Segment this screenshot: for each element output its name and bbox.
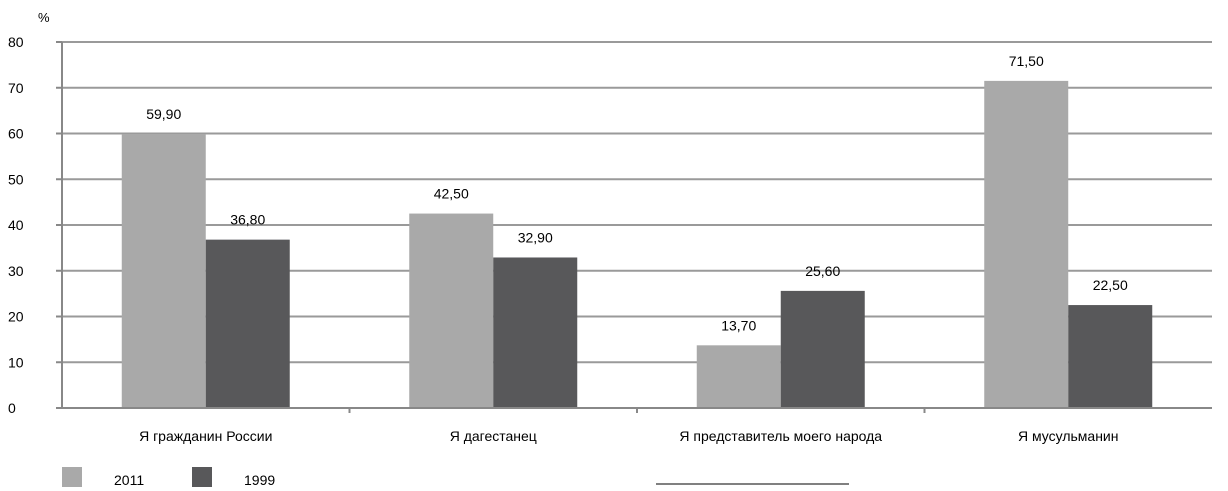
data-label-2011-4: 71,50 — [1009, 53, 1044, 69]
y-axis-unit-label: % — [38, 10, 50, 25]
y-tick-label-80: 80 — [8, 34, 24, 50]
data-label-1999-4: 22,50 — [1093, 277, 1128, 293]
data-label-2011-1: 59,90 — [146, 106, 181, 122]
y-tick-label-60: 60 — [8, 126, 24, 142]
y-tick-label-0: 0 — [8, 400, 16, 416]
bar-2011-1 — [121, 133, 206, 408]
y-tick-label-20: 20 — [8, 309, 24, 325]
y-tick-label-10: 10 — [8, 354, 24, 370]
y-tick-label-40: 40 — [8, 217, 24, 233]
legend-swatch-2011 — [62, 467, 82, 487]
y-tick-label-50: 50 — [8, 171, 24, 187]
bar-1999-4 — [1068, 305, 1153, 408]
category-label-4: Я мусульманин — [1018, 428, 1118, 444]
y-tick-label-30: 30 — [8, 263, 24, 279]
bar-1999-2 — [493, 257, 578, 408]
legend-label-1999: 1999 — [244, 472, 275, 488]
y-tick-label-70: 70 — [8, 80, 24, 96]
legend: 2011 1999 — [62, 467, 275, 488]
category-label-1: Я гражданин России — [139, 428, 272, 444]
legend-label-2011: 2011 — [114, 472, 144, 488]
legend-swatch-1999 — [192, 467, 212, 487]
bar-2011-3 — [696, 345, 781, 408]
category-label-2: Я дагестанец — [450, 428, 537, 444]
data-label-1999-3: 25,60 — [805, 263, 840, 279]
data-label-2011-3: 13,70 — [721, 317, 756, 333]
bars — [121, 80, 1153, 408]
data-label-2011-2: 42,50 — [434, 186, 469, 202]
axes: 0 10 20 30 40 50 60 70 80 Я гражданин России Я даг… — [8, 34, 1212, 444]
bar-2011-4 — [984, 80, 1069, 408]
data-label-1999-1: 36,80 — [230, 212, 265, 228]
category-label-3: Я представитель моего народа — [679, 428, 882, 444]
bar-2011-2 — [409, 213, 494, 408]
bar-1999-3 — [780, 290, 865, 408]
bar-1999-1 — [205, 239, 290, 408]
data-label-1999-2: 32,90 — [518, 229, 553, 245]
data-labels: 59,90 36,80 42,50 32,90 13,70 25,60 71,50 22,50 — [146, 53, 1128, 333]
